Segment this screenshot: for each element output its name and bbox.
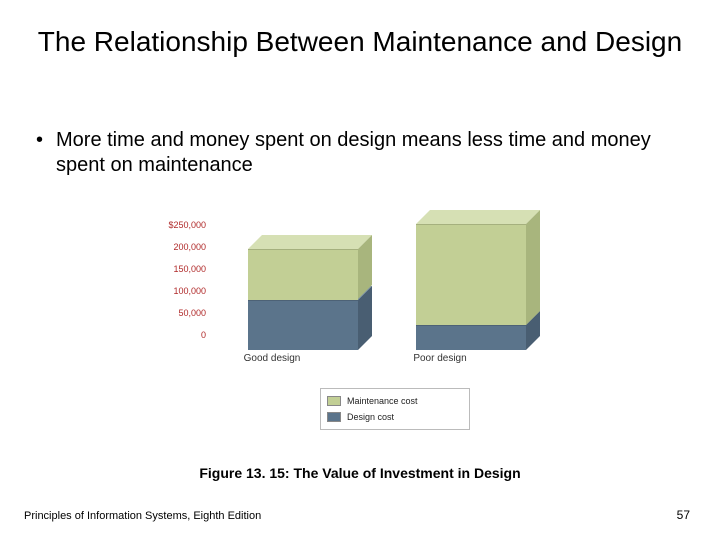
slide-title: The Relationship Between Maintenance and… xyxy=(0,24,720,59)
y-tick-label: 50,000 xyxy=(150,308,206,318)
y-tick-label: 150,000 xyxy=(150,264,206,274)
x-tick-label: Good design xyxy=(237,353,307,364)
slide: { "title": "The Relationship Between Mai… xyxy=(0,0,720,540)
footer-left: Principles of Information Systems, Eight… xyxy=(24,510,261,522)
chart-plot-area xyxy=(212,224,582,350)
chart-legend: Maintenance cost Design cost xyxy=(320,388,470,430)
legend-label: Maintenance cost xyxy=(347,396,418,406)
y-axis-labels: $250,000 200,000 150,000 100,000 50,000 0 xyxy=(150,220,210,350)
legend-label: Design cost xyxy=(347,412,394,422)
legend-item: Design cost xyxy=(327,409,463,425)
bullet-text: More time and money spent on design mean… xyxy=(56,128,684,178)
y-tick-label: 200,000 xyxy=(150,242,206,252)
y-tick-label: 0 xyxy=(150,330,206,340)
legend-swatch xyxy=(327,412,341,422)
page-number: 57 xyxy=(677,508,690,522)
legend-swatch xyxy=(327,396,341,406)
bullet-item: • More time and money spent on design me… xyxy=(36,128,684,178)
bar-segment xyxy=(416,210,540,325)
chart-axes: $250,000 200,000 150,000 100,000 50,000 0 Goo… xyxy=(150,220,590,365)
bullet-marker: • xyxy=(36,128,56,178)
bar-segment xyxy=(248,235,372,299)
figure-caption: Figure 13. 15: The Value of Investment i… xyxy=(0,465,720,481)
y-tick-label: 100,000 xyxy=(150,286,206,296)
x-tick-label: Poor design xyxy=(405,353,475,364)
y-tick-label: $250,000 xyxy=(150,220,206,230)
chart: $250,000 200,000 150,000 100,000 50,000 0 Goo… xyxy=(150,220,590,420)
legend-item: Maintenance cost xyxy=(327,393,463,409)
